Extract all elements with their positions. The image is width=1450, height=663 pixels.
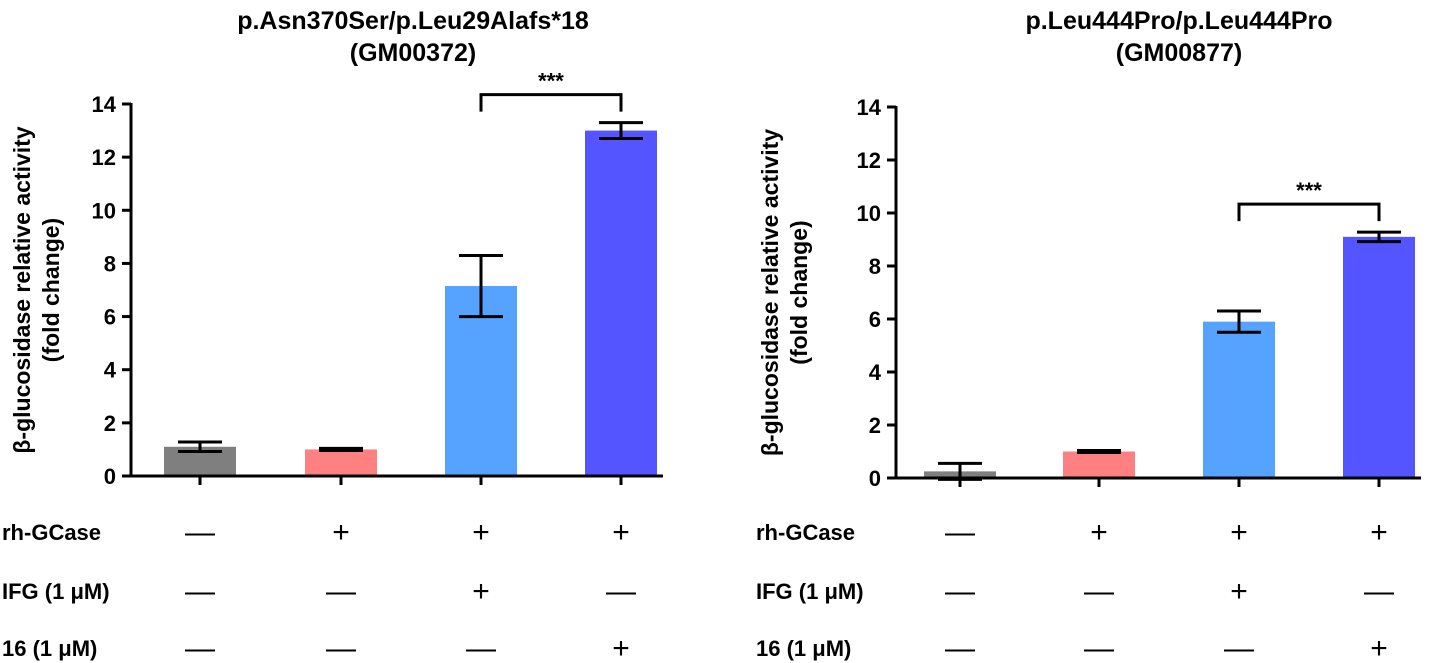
- minus-sign: —: [1084, 575, 1114, 608]
- y-axis-label: β-glucosidase relative activity: [9, 126, 35, 453]
- bar: [1063, 451, 1135, 478]
- y-axis-label: β-glucosidase relative activity: [757, 129, 783, 456]
- significance-bracket: [479, 93, 623, 112]
- significance-bracket: [1237, 202, 1381, 222]
- minus-sign: —: [1224, 632, 1254, 663]
- y-tick-label: 10: [92, 198, 116, 223]
- y-tick-label: 8: [869, 254, 881, 279]
- condition-label: IFG (1 μM): [756, 579, 864, 604]
- y-tick-label: 12: [857, 148, 881, 173]
- minus-sign: —: [606, 575, 636, 608]
- y-tick-label: 2: [104, 411, 116, 436]
- plus-sign: +: [1090, 516, 1108, 549]
- bar: [1343, 236, 1415, 478]
- y-tick-label: 6: [869, 307, 881, 332]
- y-tick-label: 4: [869, 360, 882, 385]
- y-tick-label: 12: [92, 145, 116, 170]
- plus-sign: +: [1370, 516, 1388, 549]
- minus-sign: —: [326, 575, 356, 608]
- plus-sign: +: [472, 516, 490, 549]
- y-axis-label-units: (fold change): [786, 220, 812, 364]
- condition-label: 16 (1 μM): [2, 636, 97, 661]
- significance-label: ***: [538, 69, 564, 94]
- y-tick-label: 14: [92, 92, 117, 117]
- minus-sign: —: [945, 516, 975, 549]
- y-axis-label-units: (fold change): [38, 218, 64, 362]
- condition-label: 16 (1 μM): [756, 636, 851, 661]
- chart-subtitle: (GM00877): [1116, 39, 1242, 67]
- bar: [305, 449, 377, 476]
- y-tick-label: 0: [869, 466, 881, 491]
- plus-sign: +: [1230, 516, 1248, 549]
- bar: [1203, 321, 1275, 478]
- minus-sign: —: [185, 575, 215, 608]
- y-tick-label: 4: [104, 358, 117, 383]
- plus-sign: +: [1230, 575, 1248, 608]
- y-tick-label: 8: [104, 251, 116, 276]
- minus-sign: —: [326, 632, 356, 663]
- plus-sign: +: [612, 632, 630, 663]
- plus-sign: +: [332, 516, 350, 549]
- chart-subtitle: (GM00372): [350, 39, 476, 67]
- y-tick-label: 2: [869, 413, 881, 438]
- minus-sign: —: [945, 575, 975, 608]
- plus-sign: +: [1370, 632, 1388, 663]
- minus-sign: —: [466, 632, 496, 663]
- minus-sign: —: [1364, 575, 1394, 608]
- chart-title: p.Asn370Ser/p.Leu29Alafs*18: [237, 7, 589, 35]
- y-tick-label: 10: [857, 201, 881, 226]
- plus-sign: +: [472, 575, 490, 608]
- y-tick-label: 6: [104, 305, 116, 330]
- plus-sign: +: [612, 516, 630, 549]
- condition-label: rh-GCase: [2, 520, 101, 545]
- minus-sign: —: [185, 632, 215, 663]
- minus-sign: —: [185, 516, 215, 549]
- y-tick-label: 14: [857, 95, 882, 120]
- condition-label: IFG (1 μM): [2, 579, 110, 604]
- minus-sign: —: [945, 632, 975, 663]
- condition-label: rh-GCase: [756, 520, 855, 545]
- y-tick-label: 0: [104, 464, 116, 489]
- chart-title: p.Leu444Pro/p.Leu444Pro: [1025, 7, 1332, 35]
- bar: [585, 130, 657, 477]
- minus-sign: —: [1084, 632, 1114, 663]
- significance-label: ***: [1296, 178, 1322, 203]
